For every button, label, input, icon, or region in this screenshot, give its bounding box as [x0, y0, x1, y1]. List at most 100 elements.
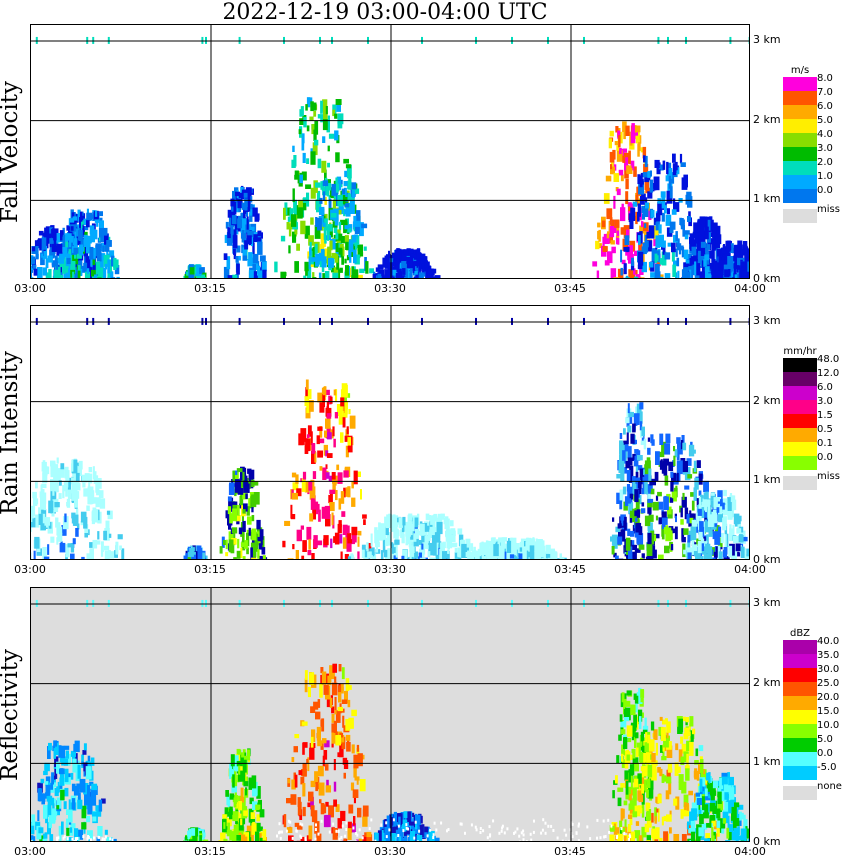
legend-swatch	[783, 710, 817, 724]
legend-swatch	[783, 161, 817, 175]
legend-row: 8.0	[783, 73, 833, 91]
echo-cell	[303, 176, 374, 278]
panel-label: Reflectivity	[0, 648, 23, 781]
legend-swatch	[783, 766, 817, 780]
legend-swatch	[783, 77, 817, 91]
echo-cell	[374, 811, 440, 841]
legend-label: 3.0	[817, 143, 833, 154]
y-tick-label: 2 km	[753, 112, 781, 126]
legend-label: 4.0	[817, 129, 833, 140]
heatmap-svg	[31, 306, 749, 559]
legend-label: 1.5	[817, 410, 833, 421]
y-tick-label: 0 km	[753, 835, 781, 848]
heatmap-svg	[31, 588, 749, 841]
ground-clutter	[56, 818, 632, 841]
legend-label: 5.0	[817, 734, 833, 745]
y-tick-label: 3 km	[753, 313, 781, 327]
chart-title: 2022-12-19 03:00-04:00 UTC	[222, 0, 548, 25]
legend-label: 20.0	[817, 692, 840, 703]
legend-label: 8.0	[817, 73, 833, 84]
x-tick-label: 03:00	[14, 845, 46, 858]
echo-cell	[372, 248, 441, 278]
y-tick-label: 2 km	[753, 393, 781, 407]
legend-row: 15.0	[783, 706, 839, 724]
x-tick-label: 03:30	[374, 845, 406, 858]
legend-row: 0.0	[783, 185, 833, 203]
legend-label: 0.5	[817, 424, 833, 435]
legend-row: 48.0	[783, 354, 839, 372]
colorbar-legend: m/s 8.0 7.0 6.0 5.0 4.0 3.0 2.0 1.0 0.0 miss	[783, 65, 840, 223]
echo-cell	[31, 740, 117, 841]
x-tick-label: 03:30	[374, 563, 406, 576]
legend-row: 0.1	[783, 438, 833, 456]
y-tick-label: 1 km	[753, 473, 781, 487]
legend-missing-label: miss	[817, 204, 840, 215]
legend-row: 5.0	[783, 734, 833, 752]
echo-cell	[682, 772, 749, 841]
legend-unit: m/s	[790, 65, 810, 76]
x-tick-label: 03:45	[554, 282, 586, 295]
legend-label: 40.0	[817, 636, 840, 647]
y-tick-label: 0 km	[753, 553, 781, 566]
legend-row: 0.0	[783, 452, 833, 470]
legend-swatch	[783, 133, 817, 147]
legend-label: 6.0	[817, 101, 833, 112]
legend-row: 3.0	[783, 143, 833, 161]
legend-label: 0.0	[817, 452, 833, 463]
legend-row: 1.0	[783, 171, 833, 189]
grid-lines	[31, 588, 749, 841]
y-tick-label: 2 km	[753, 675, 781, 689]
plot-area	[30, 587, 750, 842]
echo-cell	[465, 537, 567, 559]
legend-label: 0.1	[817, 438, 833, 449]
legend-row: 35.0	[783, 650, 839, 668]
colorbar-legend: dBZ 40.0 35.0 30.0 25.0 20.0 15.0 10.0 5.0 0.0 -5.…	[783, 628, 842, 800]
legend-row: 1.5	[783, 410, 833, 428]
legend-swatch	[783, 724, 817, 738]
plot-area	[30, 24, 750, 279]
legend-label: 2.0	[817, 157, 833, 168]
x-tick-label: 03:30	[374, 282, 406, 295]
x-tick-label: 03:15	[194, 563, 226, 576]
legend-label: 10.0	[817, 720, 840, 731]
panel-label: Fall Velocity	[0, 80, 23, 223]
legend-swatch	[783, 119, 817, 133]
legend-swatch	[783, 682, 817, 696]
y-tick-label: 3 km	[753, 595, 781, 609]
legend-row: 5.0	[783, 115, 833, 133]
echo-cell	[31, 457, 125, 559]
grid-lines	[31, 25, 749, 278]
legend-missing-label: none	[817, 781, 842, 792]
legend-swatch	[783, 147, 817, 161]
y-tick-label: 3 km	[753, 32, 781, 46]
x-tick-label: 03:45	[554, 845, 586, 858]
legend-label: 3.0	[817, 396, 833, 407]
legend-swatch	[783, 668, 817, 682]
legend-row: 0.0	[783, 748, 833, 766]
legend-row: 20.0	[783, 692, 839, 710]
x-tick-label: 03:15	[194, 282, 226, 295]
legend-swatch	[783, 414, 817, 428]
legend-swatch	[783, 105, 817, 119]
legend-label: 0.0	[817, 748, 833, 759]
legend-row: 40.0	[783, 636, 839, 654]
legend-row: 6.0	[783, 382, 833, 400]
legend-swatch	[783, 752, 817, 766]
plot-area	[30, 305, 750, 560]
legend-label: 15.0	[817, 706, 840, 717]
heatmap-svg	[31, 25, 749, 278]
legend-unit: dBZ	[789, 628, 811, 639]
legend-label: 0.0	[817, 185, 833, 196]
legend-row: 10.0	[783, 720, 839, 738]
legend-row: 3.0	[783, 396, 833, 414]
legend-label: 7.0	[817, 87, 833, 98]
legend-row: 0.5	[783, 424, 833, 442]
legend-swatch	[783, 696, 817, 710]
x-tick-label: 04:00	[734, 563, 766, 576]
legend-swatch	[783, 175, 817, 189]
echo-cell	[219, 466, 268, 559]
legend-swatch	[783, 91, 817, 105]
x-tick-label: 04:00	[734, 845, 766, 858]
legend-label: 30.0	[817, 664, 840, 675]
legend-swatch	[783, 386, 817, 400]
